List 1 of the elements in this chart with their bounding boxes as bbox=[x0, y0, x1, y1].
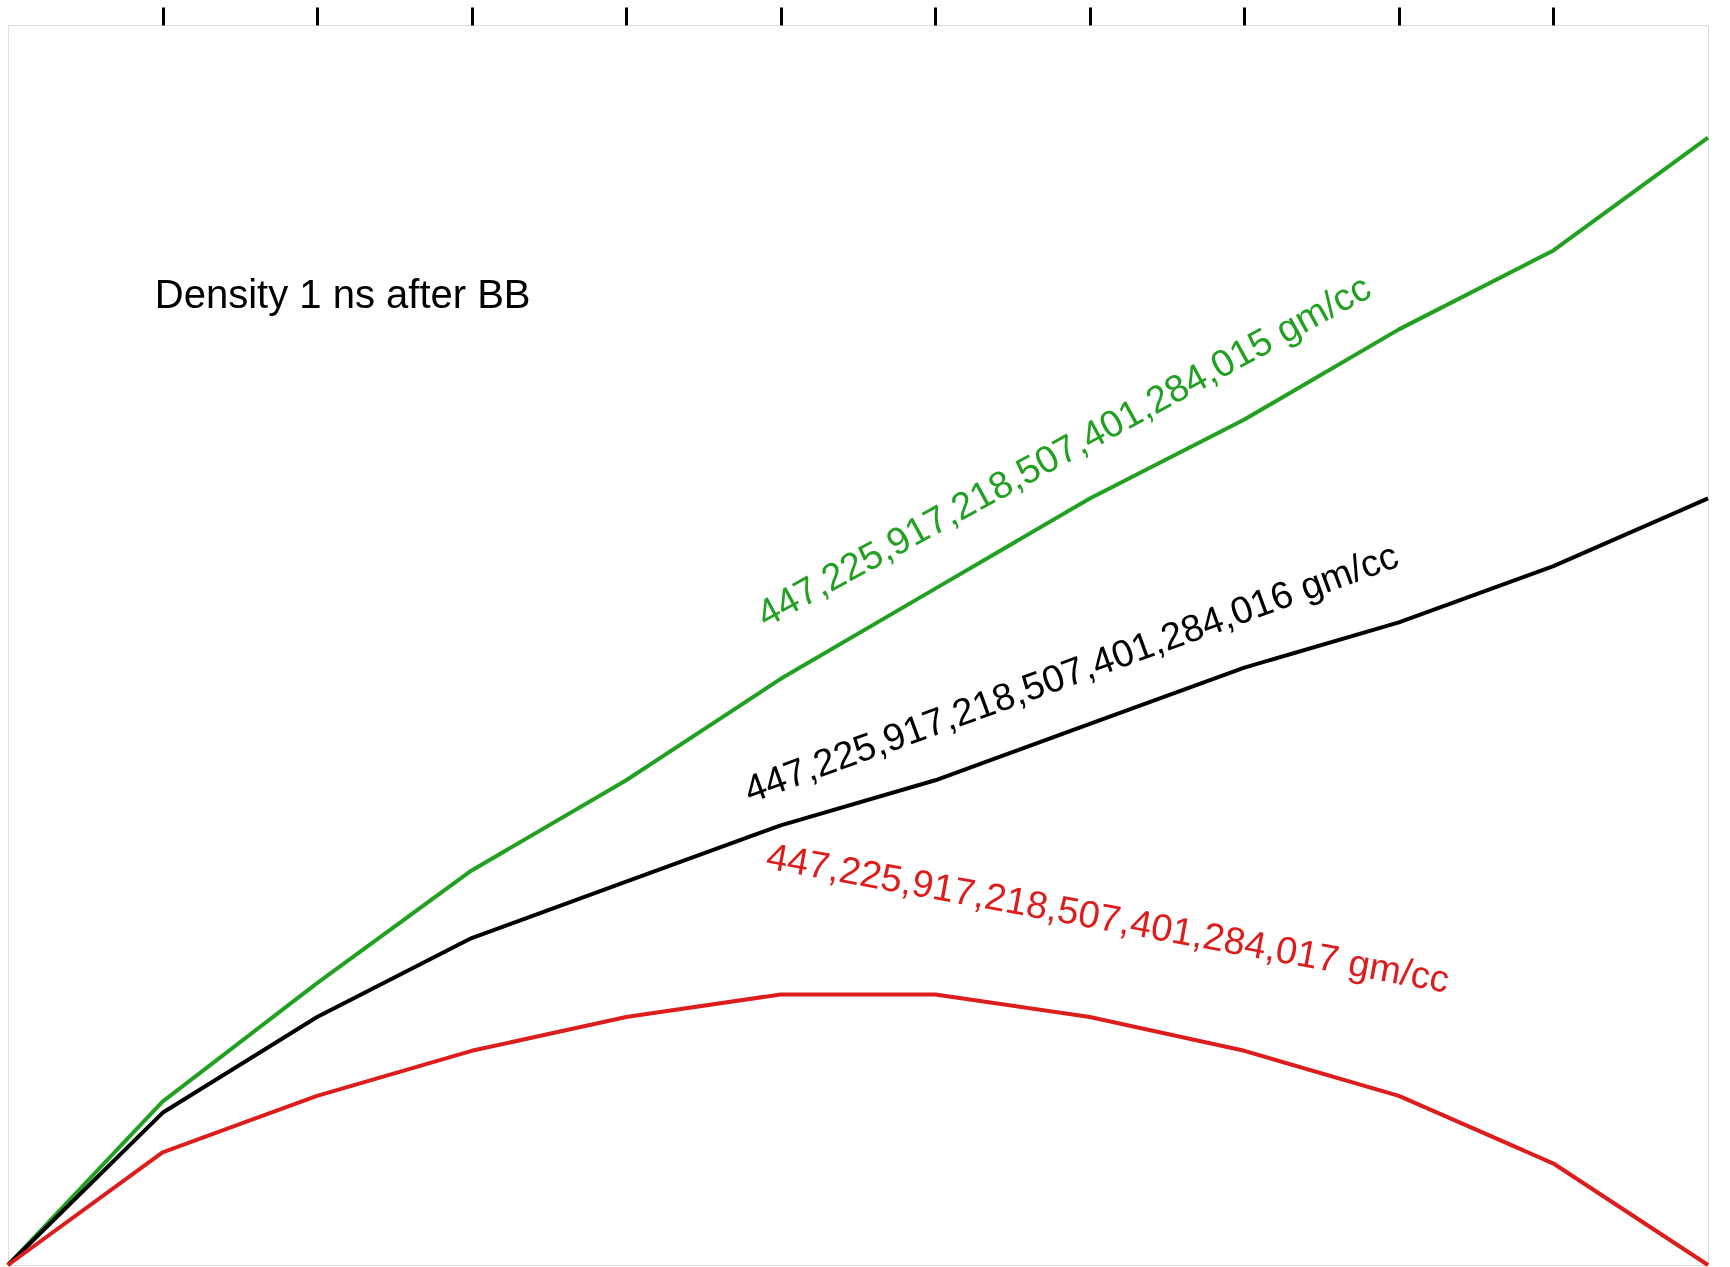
text: Density 1 ns after BB bbox=[154, 271, 531, 316]
